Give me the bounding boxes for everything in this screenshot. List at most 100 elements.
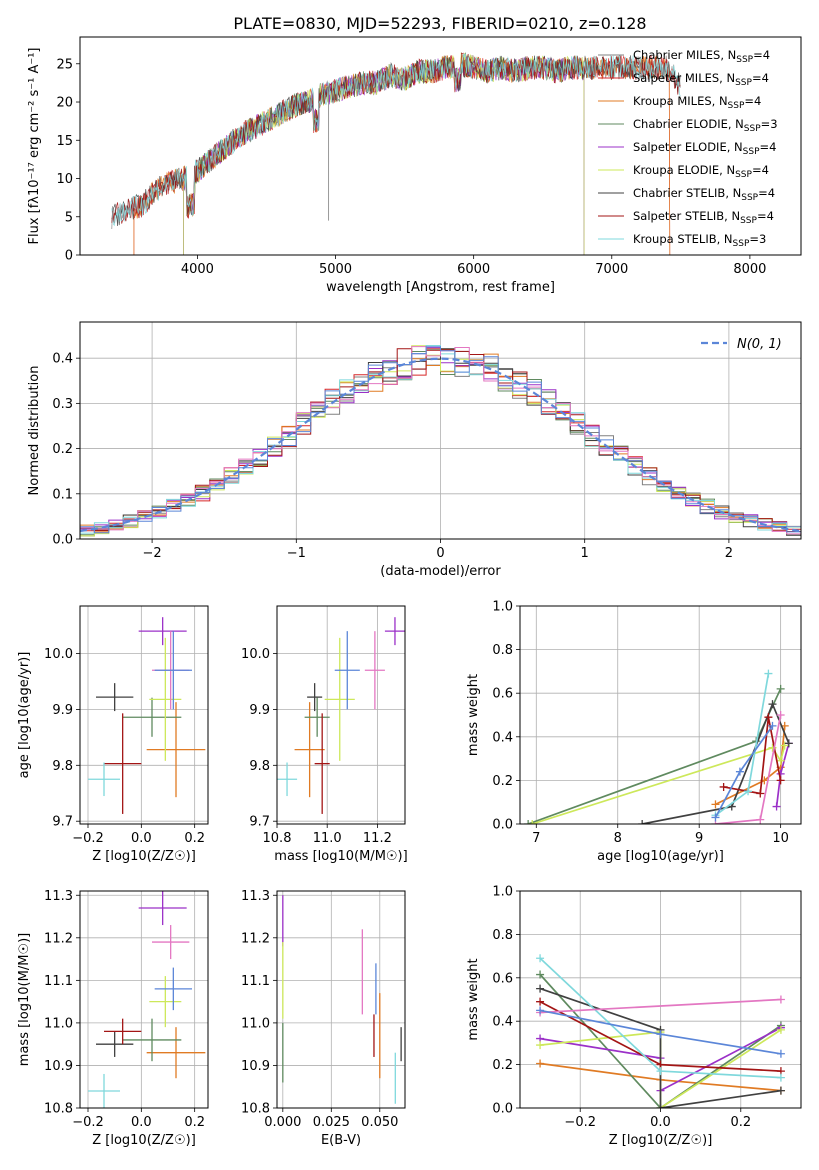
legend-label: Chabrier MILES, NSSP=4 <box>633 48 770 65</box>
legend: N(0, 1) <box>701 337 782 352</box>
y-tick-label: 9.8 <box>52 759 73 774</box>
plot-area <box>277 617 405 814</box>
errorbar-point <box>149 976 182 1028</box>
weight-marker <box>772 802 781 811</box>
axes-frame <box>519 890 802 1109</box>
weight-marker <box>528 820 537 824</box>
x-tick-label: 0.050 <box>361 1115 398 1130</box>
weight-series <box>536 997 785 1076</box>
errorbar-point <box>364 631 385 710</box>
x-axis-label: Z [log10(Z/Z☉)] <box>609 1133 713 1148</box>
axes-frame <box>79 890 209 1109</box>
plot-area <box>524 669 793 824</box>
x-tick-label: −0.2 <box>72 831 104 846</box>
plot-area <box>80 345 801 537</box>
plot-area <box>111 52 681 255</box>
weight-marker <box>656 1067 665 1076</box>
y-axis-label: mass weight <box>466 958 481 1040</box>
x-tick-label: 0.0 <box>650 1115 671 1130</box>
y-tick-label: 10.0 <box>241 647 270 662</box>
weight-line <box>715 725 786 806</box>
weight-marker <box>719 782 728 791</box>
y-axis-label: Normed distribution <box>27 366 42 496</box>
y-tick-label: 10.0 <box>44 647 73 662</box>
axes-frame <box>276 890 406 1109</box>
legend-label: Salpeter STELIB, NSSP=4 <box>633 209 774 226</box>
weight-series <box>711 721 777 822</box>
x-tick-label: 6000 <box>457 262 490 277</box>
errorbar-point <box>334 631 360 710</box>
weight-marker <box>776 684 785 693</box>
x-tick-label: 0 <box>436 546 444 561</box>
y-tick-label: 9.9 <box>52 703 73 718</box>
y-tick-label: 10.8 <box>44 1102 73 1117</box>
weight-series <box>711 721 789 809</box>
weight-marker <box>756 815 765 824</box>
weight-marker <box>536 954 545 963</box>
y-tick-label: 1.0 <box>492 600 513 615</box>
axes-residuals: −2 −1 0 1 2 0.0 0.1 0.2 0.3 0.4 (data-model)/error… <box>27 321 802 579</box>
errorbar-point <box>307 683 323 712</box>
histogram-series <box>80 345 801 537</box>
weight-marker <box>638 820 647 824</box>
errorbar-point <box>314 713 330 814</box>
y-tick-label: 0.1 <box>52 487 73 502</box>
y-tick-label: 0.4 <box>492 730 513 745</box>
weight-marker <box>524 820 533 824</box>
y-tick-label: 10 <box>56 172 73 187</box>
x-tick-label: 0.2 <box>730 1115 751 1130</box>
weight-marker <box>656 1104 665 1108</box>
x-tick-label: 9 <box>695 831 703 846</box>
errorbar-point <box>152 925 190 960</box>
plot-area <box>536 954 785 1108</box>
y-tick-label: 9.9 <box>249 703 270 718</box>
weight-marker <box>656 1030 665 1039</box>
x-tick-label: 1 <box>581 546 589 561</box>
x-tick-label: 8000 <box>733 262 766 277</box>
x-tick-label: 0.0 <box>131 1115 152 1130</box>
weight-marker <box>735 767 744 776</box>
axes-age_vs_Z: −0.2 0.0 0.2 9.7 9.8 9.9 10.0 Z [log10(Z/Z☉)] ag… <box>17 605 209 864</box>
weight-marker <box>784 739 793 748</box>
y-tick-label: 1.0 <box>492 885 513 900</box>
x-axis-label: E(B-V) <box>321 1133 361 1148</box>
weight-marker <box>768 743 777 752</box>
legend-label: Kroupa STELIB, NSSP=3 <box>633 232 766 249</box>
y-tick-label: 9.7 <box>249 815 270 830</box>
y-tick-label: 15 <box>56 134 73 149</box>
y-tick-label: 11.3 <box>44 889 73 904</box>
y-axis-label: Flux [fλ10⁻¹⁷ erg cm⁻² s⁻¹ A⁻¹] <box>27 48 42 245</box>
x-axis-label: mass [log10(M/M☉)] <box>274 849 407 864</box>
axes-age_vs_mass: 10.8 11.0 11.2 9.7 9.8 9.9 10.0 mass [log10(M/M… <box>241 605 408 864</box>
y-tick-label: 0.6 <box>492 687 513 702</box>
axes-mass_vs_EBV: 0.000 0.025 0.050 10.8 10.9 11.0 11.1 11.2 11.3 E… <box>241 889 406 1148</box>
errorbar-point <box>384 617 405 646</box>
legend-label: Chabrier STELIB, NSSP=4 <box>633 186 775 203</box>
histogram-series <box>80 346 801 534</box>
y-tick-label: 0.4 <box>492 1015 513 1030</box>
y-tick-label: 11.3 <box>241 889 270 904</box>
x-tick-label: 4000 <box>181 262 214 277</box>
x-tick-label: 10.8 <box>263 831 292 846</box>
axes-frame <box>276 605 406 825</box>
weight-marker <box>536 1041 545 1050</box>
y-tick-label: 20 <box>56 96 73 111</box>
y-tick-label: 11.2 <box>44 931 73 946</box>
axes-frame <box>79 36 802 256</box>
x-tick-label: 0.0 <box>131 831 152 846</box>
x-tick-label: 10 <box>772 831 789 846</box>
x-axis-label: wavelength [Angstrom, rest frame] <box>326 280 555 295</box>
x-tick-label: 0.000 <box>264 1115 301 1130</box>
x-tick-label: 0.2 <box>184 831 205 846</box>
errorbar-point <box>88 762 120 797</box>
errorbar-point <box>324 637 355 761</box>
x-tick-label: 2 <box>725 546 733 561</box>
weight-marker <box>711 800 720 809</box>
x-tick-label: −2 <box>143 546 162 561</box>
weight-marker <box>768 700 777 709</box>
weight-series <box>711 669 773 820</box>
y-tick-label: 25 <box>56 57 73 72</box>
x-axis-label: Z [log10(Z/Z☉)] <box>92 1133 196 1148</box>
y-tick-label: 11.1 <box>241 974 270 989</box>
